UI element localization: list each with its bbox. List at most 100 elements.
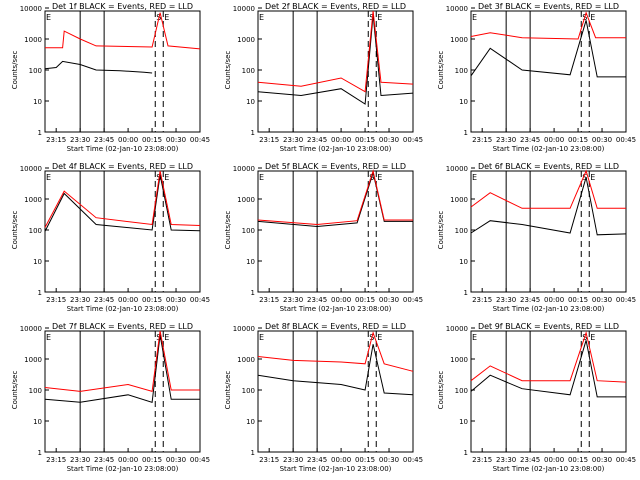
series-line-events — [470, 340, 626, 398]
x-tick-label: 00:00 — [331, 296, 351, 304]
y-tick-label: 10000 — [233, 325, 255, 333]
x-tick-label: 23:15 — [259, 136, 279, 144]
x-tick-label: 00:00 — [331, 456, 351, 464]
chart-panel-4: Det 4f BLACK = Events, RED = LLD 1 10 100 10… — [11, 162, 210, 313]
marker-letter: E — [46, 333, 51, 342]
marker-letter: E — [590, 173, 595, 182]
x-tick-label: 23:15 — [46, 136, 66, 144]
y-tick-label: 100 — [455, 67, 468, 75]
series-line-lld — [257, 169, 413, 226]
x-tick-label: 23:30 — [70, 296, 90, 304]
chart-panel-8: Det 8f BLACK = Events, RED = LLD 1 10 100 10… — [224, 322, 423, 473]
y-tick-label: 10000 — [20, 325, 42, 333]
chart-panel-7: Det 7f BLACK = Events, RED = LLD 1 10 100 10… — [11, 322, 210, 473]
plot-frame — [44, 10, 201, 133]
marker-letter: S — [582, 173, 587, 182]
x-tick-label: 00:30 — [379, 296, 399, 304]
y-tick-label: 1000 — [450, 356, 468, 364]
x-tick-label: 00:30 — [166, 456, 186, 464]
x-tick-label: 00:15 — [142, 456, 162, 464]
chart-title: Det 3f BLACK = Events, RED = LLD — [478, 2, 619, 11]
x-tick-label: 00:45 — [403, 456, 423, 464]
x-tick-label: 23:45 — [94, 296, 114, 304]
x-tick-label: 00:15 — [355, 296, 375, 304]
x-tick-label: 00:45 — [616, 456, 636, 464]
x-tick-label: 00:30 — [379, 136, 399, 144]
x-tick-label: 00:30 — [592, 296, 612, 304]
x-tick-label: 23:30 — [496, 136, 516, 144]
marker-letter: E — [377, 13, 382, 22]
x-axis-label: Start Time (02-Jan-10 23:08:00) — [493, 465, 605, 473]
chart-title: Det 2f BLACK = Events, RED = LLD — [265, 2, 406, 11]
x-tick-label: 23:30 — [283, 136, 303, 144]
x-tick-label: 23:45 — [307, 136, 327, 144]
y-tick-label: 10 — [246, 258, 255, 266]
x-tick-label: 00:00 — [118, 136, 138, 144]
marker-letter: E — [377, 333, 382, 342]
y-tick-label: 100 — [242, 387, 255, 395]
y-tick-label: 1 — [38, 129, 42, 137]
x-tick-label: 23:45 — [520, 136, 540, 144]
y-axis-label: Counts/sec — [224, 51, 232, 90]
y-tick-label: 1 — [464, 129, 468, 137]
y-tick-label: 10 — [33, 258, 42, 266]
x-tick-label: 00:45 — [616, 136, 636, 144]
x-tick-label: 23:15 — [472, 456, 492, 464]
chart-panel-2: Det 2f BLACK = Events, RED = LLD 1 10 100 10… — [224, 2, 423, 153]
chart-panel-6: Det 6f BLACK = Events, RED = LLD 1 10 100 10… — [437, 162, 636, 313]
marker-letter: E — [164, 333, 169, 342]
y-tick-label: 1000 — [24, 356, 42, 364]
y-tick-label: 1 — [464, 289, 468, 297]
y-tick-label: 1000 — [237, 196, 255, 204]
x-axis-label: Start Time (02-Jan-10 23:08:00) — [67, 145, 179, 153]
series-line-events — [257, 170, 413, 228]
x-tick-label: 23:30 — [283, 456, 303, 464]
x-tick-label: 23:15 — [46, 296, 66, 304]
x-tick-label: 23:30 — [70, 136, 90, 144]
series-line-events — [44, 334, 200, 403]
x-tick-label: 00:30 — [592, 456, 612, 464]
x-tick-label: 23:30 — [70, 456, 90, 464]
x-tick-label: 00:00 — [118, 296, 138, 304]
marker-letter: E — [472, 13, 477, 22]
plot-frame — [470, 330, 627, 453]
series-line-lld — [44, 170, 201, 228]
x-tick-label: 23:45 — [94, 136, 114, 144]
y-tick-label: 1 — [251, 449, 255, 457]
plot-frame — [257, 10, 414, 133]
chart-title: Det 1f BLACK = Events, RED = LLD — [52, 2, 193, 11]
y-tick-label: 10 — [459, 418, 468, 426]
x-tick-label: 00:15 — [568, 456, 588, 464]
marker-letter: E — [472, 173, 477, 182]
x-tick-label: 23:15 — [259, 296, 279, 304]
chart-panel-1: Det 1f BLACK = Events, RED = LLD 1 10 100 10… — [11, 2, 210, 153]
y-tick-label: 10 — [246, 418, 255, 426]
x-axis-label: Start Time (02-Jan-10 23:08:00) — [67, 305, 179, 313]
x-axis-label: Start Time (02-Jan-10 23:08:00) — [280, 305, 392, 313]
y-tick-label: 10000 — [20, 5, 42, 13]
y-tick-label: 10 — [246, 98, 255, 106]
x-tick-label: 00:30 — [379, 456, 399, 464]
chart-title: Det 8f BLACK = Events, RED = LLD — [265, 322, 406, 331]
x-tick-label: 00:00 — [331, 136, 351, 144]
x-tick-label: 23:45 — [520, 296, 540, 304]
y-tick-label: 10 — [459, 98, 468, 106]
series-line-lld — [257, 10, 414, 93]
series-line-lld — [470, 11, 626, 40]
marker-letter: E — [164, 13, 169, 22]
chart-title: Det 6f BLACK = Events, RED = LLD — [478, 162, 619, 171]
y-tick-label: 10000 — [446, 5, 468, 13]
y-tick-label: 10 — [459, 258, 468, 266]
x-tick-label: 00:15 — [355, 456, 375, 464]
chart-title: Det 9f BLACK = Events, RED = LLD — [478, 322, 619, 331]
x-axis-label: Start Time (02-Jan-10 23:08:00) — [493, 305, 605, 313]
y-tick-label: 1 — [251, 129, 255, 137]
marker-letter: E — [590, 13, 595, 22]
x-tick-label: 23:15 — [472, 296, 492, 304]
series-line-events — [257, 14, 414, 105]
chart-panel-9: Det 9f BLACK = Events, RED = LLD 1 10 100 10… — [437, 322, 636, 473]
x-tick-label: 00:45 — [190, 136, 210, 144]
y-tick-label: 1000 — [24, 36, 42, 44]
x-tick-label: 00:15 — [142, 296, 162, 304]
